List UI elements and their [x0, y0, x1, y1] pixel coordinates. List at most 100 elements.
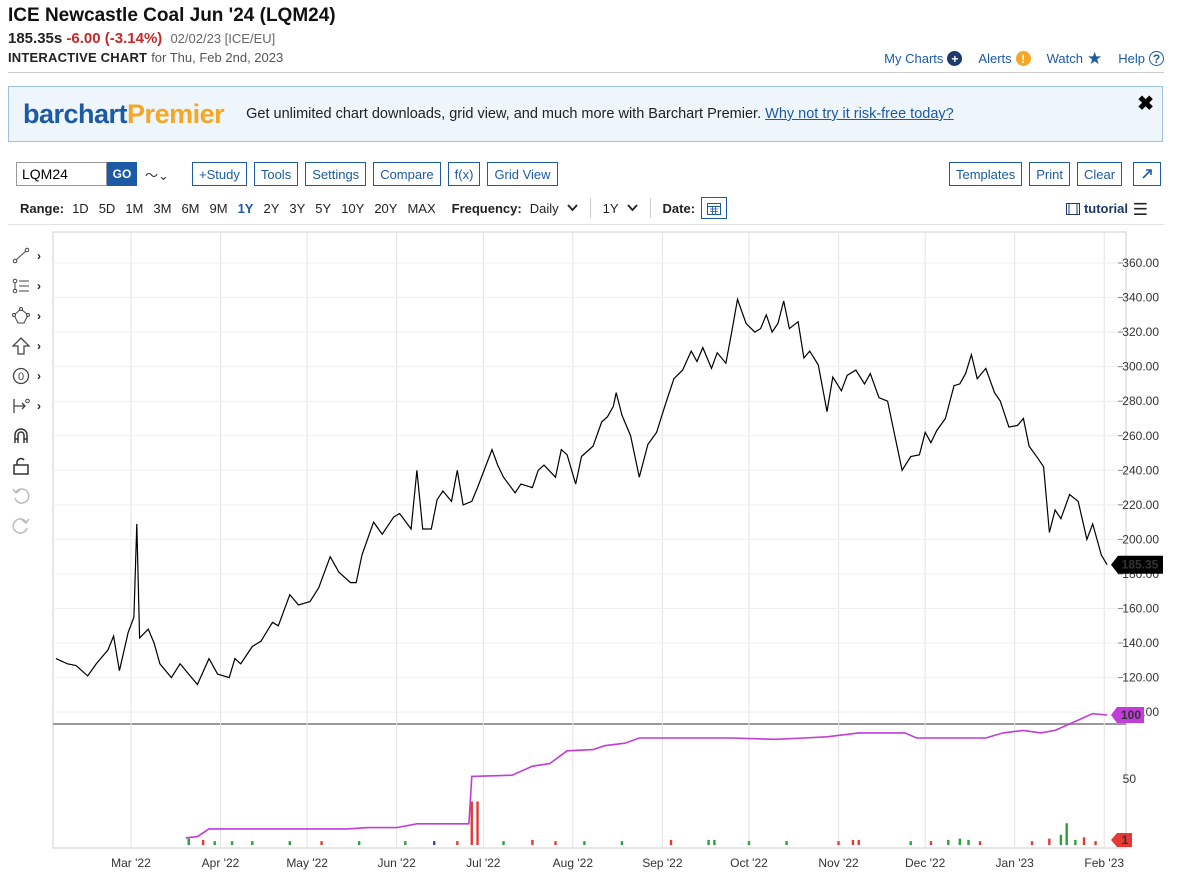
range-option-9m[interactable]: 9M — [209, 200, 228, 216]
chart-type-dropdown[interactable]: 〜⌄ — [145, 167, 169, 183]
tool-lock[interactable] — [12, 455, 52, 477]
promo-text: Get unlimited chart downloads, grid view… — [246, 106, 954, 122]
volume-bar — [531, 839, 534, 845]
watch-link[interactable]: Watch ★ — [1047, 50, 1103, 67]
buttons_left-study-button[interactable]: +Study — [192, 162, 247, 186]
volume-bar — [707, 839, 710, 845]
svg-text:0: 0 — [18, 371, 24, 383]
buttons_right-clear-button[interactable]: Clear — [1076, 162, 1123, 186]
y-tick-label: 360.00 — [1122, 256, 1159, 270]
toolbar-buttons-left: +Study Tools Settings Compare f(x) Grid View — [192, 162, 565, 186]
volume-bar — [785, 841, 788, 845]
tool-undo[interactable] — [12, 485, 52, 507]
volume-bar — [320, 841, 323, 845]
x-tick-label: Apr '22 — [202, 856, 240, 870]
quote-header: ICE Newcastle Coal Jun '24 (LQM24) 185.3… — [8, 5, 336, 65]
period-dropdown[interactable]: 1Y — [603, 201, 638, 216]
arrow-up-icon — [12, 336, 31, 355]
range-option-5y[interactable]: 5Y — [315, 200, 332, 216]
range-option-1m[interactable]: 1M — [125, 200, 144, 216]
range-option-2y[interactable]: 2Y — [263, 200, 280, 216]
volume-bar — [620, 841, 624, 845]
tutorial-link[interactable]: tutorial — [1065, 201, 1128, 216]
tool-redo[interactable] — [12, 515, 52, 537]
tool-line-draw[interactable]: › — [12, 245, 52, 267]
volume-bar — [583, 841, 586, 845]
tool-annotation[interactable]: 0 › — [12, 365, 52, 387]
magnet-icon — [14, 427, 28, 443]
price-line: 185.35s -6.00 (-3.14%) 02/02/23 [ICE/EU] — [8, 30, 336, 47]
buttons_left-grid-view-button[interactable]: Grid View — [487, 162, 558, 186]
premium-banner: barchartPremier Get unlimited chart down… — [8, 86, 1163, 142]
quote-meta: 02/02/23 [ICE/EU] — [170, 31, 276, 46]
my-charts-link[interactable]: My Charts + — [884, 51, 963, 66]
volume-last-flag — [1111, 833, 1132, 847]
range-option-10y[interactable]: 10Y — [341, 200, 365, 216]
redo-icon — [12, 517, 30, 534]
volume-bar — [967, 839, 970, 845]
range-option-5d[interactable]: 5D — [98, 200, 116, 216]
date-picker-button[interactable] — [701, 197, 728, 219]
measure-icon — [13, 398, 30, 413]
volume-bar — [669, 839, 673, 845]
help-link[interactable]: Help ? — [1118, 51, 1164, 66]
lock-icon — [13, 457, 29, 475]
buttons_left-f-x-button[interactable]: f(x) — [447, 162, 481, 186]
volume-bar — [554, 841, 557, 845]
chart-subtitle: INTERACTIVE CHART for Thu, Feb 2nd, 2023 — [8, 50, 336, 65]
frequency-label: Frequency: — [451, 200, 522, 216]
range-label: Range: — [20, 200, 65, 216]
alert-icon: ! — [1015, 51, 1031, 66]
buttons_right-print-button[interactable]: Print — [1029, 162, 1070, 186]
oi-last-label: 100 — [1121, 708, 1141, 722]
menu-icon[interactable]: ☰ — [1132, 200, 1148, 219]
price-change: -6.00 (-3.14%) — [66, 30, 163, 47]
y-tick-label: 200.00 — [1122, 532, 1159, 546]
volume-bar — [1065, 823, 1068, 845]
range-option-1y[interactable]: 1Y — [237, 200, 254, 216]
volume-bar — [213, 841, 216, 845]
alerts-link[interactable]: Alerts ! — [978, 51, 1031, 66]
volume-bar — [502, 841, 505, 845]
toolbar-separator — [589, 198, 591, 218]
date-label: Date: — [662, 200, 696, 216]
brand-barchart: barchart — [23, 98, 128, 129]
x-tick-label: Sep '22 — [642, 856, 683, 870]
y-tick-label: 320.00 — [1122, 325, 1159, 339]
range-option-20y[interactable]: 20Y — [374, 200, 398, 216]
y-tick-label: 160.00 — [1122, 602, 1159, 616]
y-tick-label: 220.00 — [1122, 498, 1159, 512]
range-option-6m[interactable]: 6M — [181, 200, 200, 216]
fib-icon — [12, 278, 29, 293]
shape-icon — [12, 306, 30, 323]
popout-button[interactable] — [1133, 162, 1161, 186]
go-button[interactable]: GO — [107, 162, 137, 186]
tool-fib[interactable]: › — [12, 275, 52, 297]
range-option-max[interactable]: MAX — [407, 200, 436, 216]
frequency-dropdown[interactable]: Daily — [530, 201, 578, 216]
buttons_left-compare-button[interactable]: Compare — [373, 162, 441, 186]
open-interest-line — [185, 712, 1108, 839]
volume-bar — [1030, 841, 1034, 845]
barchart-premier-logo: barchartPremier — [23, 98, 225, 130]
close-icon[interactable]: ✖ — [1137, 93, 1154, 115]
symbol-input[interactable] — [16, 162, 107, 186]
range-option-3m[interactable]: 3M — [153, 200, 172, 216]
tool-measure[interactable]: › — [12, 395, 52, 417]
volume-bar — [1074, 839, 1077, 845]
y-tick-label: 140.00 — [1122, 636, 1159, 650]
promo-link[interactable]: Why not try it risk-free today? — [765, 106, 954, 122]
volume-bar — [1082, 837, 1086, 845]
price-chart[interactable]: Mar '22 Apr '22 May '22 Jun '22 Jul '22 Aug '… — [0, 228, 1184, 888]
tool-arrow-up[interactable]: › — [12, 335, 52, 357]
buttons_right-templates-button[interactable]: Templates — [949, 162, 1023, 186]
range-option-1d[interactable]: 1D — [72, 200, 89, 216]
buttons_left-tools-button[interactable]: Tools — [253, 162, 299, 186]
buttons_left-settings-button[interactable]: Settings — [305, 162, 367, 186]
tool-shape[interactable]: › — [12, 305, 52, 327]
range-option-3y[interactable]: 3Y — [289, 200, 306, 216]
help-label: Help — [1118, 51, 1145, 66]
tool-magnet[interactable] — [12, 425, 52, 447]
volume-bar — [288, 841, 292, 845]
x-tick-label: Jun '22 — [378, 856, 417, 870]
